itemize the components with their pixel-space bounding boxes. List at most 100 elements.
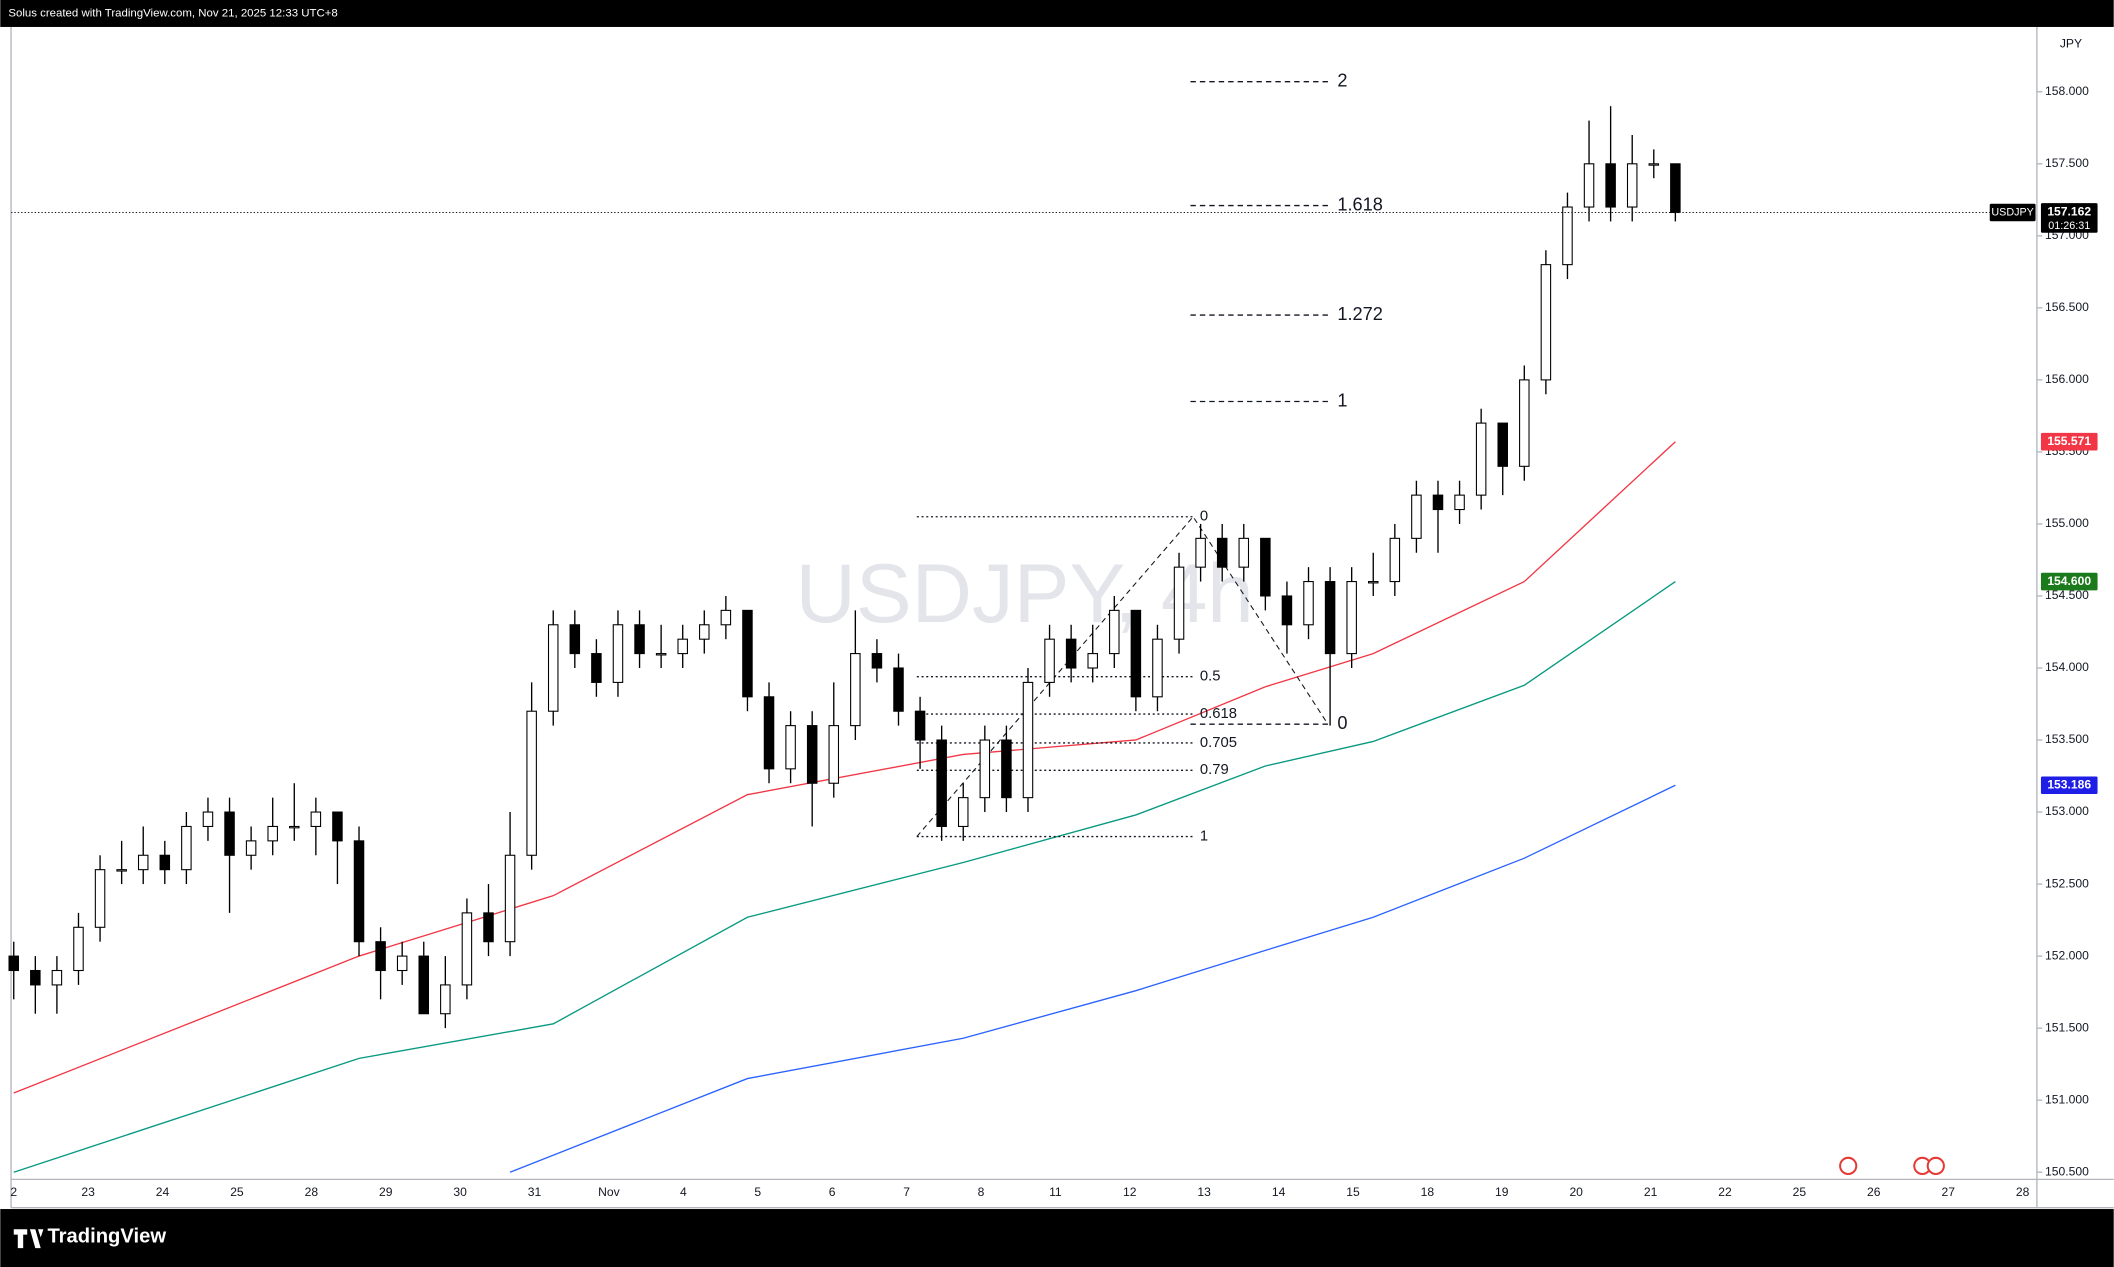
candle-body <box>634 624 645 655</box>
countdown-label: 01:26:31 <box>2048 220 2090 232</box>
candle-body <box>51 969 63 986</box>
candle-body <box>850 653 861 727</box>
ma-price-label: 153.186 <box>2047 777 2091 791</box>
candle-body <box>1238 537 1250 568</box>
candle-body <box>375 941 386 972</box>
candle-body <box>806 725 818 784</box>
x-tick-label: 24 <box>156 1185 170 1199</box>
moving-average-line <box>509 784 1676 1173</box>
x-tick-label: 25 <box>1793 1185 1807 1199</box>
candle-body <box>8 955 20 972</box>
x-tick-label: 6 <box>829 1185 836 1199</box>
candle-body <box>612 624 624 683</box>
candle-body <box>483 912 494 943</box>
candle-body <box>828 725 840 784</box>
y-tick-label: 151.000 <box>2045 1092 2089 1106</box>
candle-body <box>1001 739 1012 799</box>
x-tick-label: 28 <box>2016 1185 2030 1199</box>
candle-body <box>73 926 84 972</box>
candle-body <box>202 811 214 827</box>
x-tick-label: 30 <box>453 1185 467 1199</box>
top-bar <box>0 0 2114 27</box>
candle-body <box>1605 163 1616 208</box>
candle-body <box>353 840 365 943</box>
x-tick-label: 28 <box>305 1185 319 1199</box>
y-tick-label: 152.000 <box>2045 948 2089 962</box>
candle-body <box>1626 163 1638 208</box>
candle-body <box>893 667 904 712</box>
fib-retracement-label: 0 <box>1200 509 1208 525</box>
symbol-tag <box>1989 203 2036 222</box>
candle-body <box>763 696 775 770</box>
candle-body <box>785 725 796 770</box>
y-tick-label: 156.000 <box>2045 372 2089 386</box>
x-tick-label: 19 <box>1495 1185 1509 1199</box>
candle-body <box>267 825 278 842</box>
fib-trend-line <box>916 515 1329 837</box>
candle-body <box>655 653 667 656</box>
fib-extension-label: 2 <box>1337 71 1347 91</box>
candle-body <box>1648 163 1660 166</box>
candle-body <box>1540 264 1552 381</box>
y-tick-label: 154.500 <box>2045 588 2089 602</box>
y-tick-label: 150.500 <box>2045 1164 2089 1178</box>
candle-body <box>1087 653 1098 669</box>
ma-price-label: 154.600 <box>2047 574 2091 588</box>
x-tick-label: 20 <box>1569 1185 1583 1199</box>
candle-body <box>1670 163 1681 214</box>
candle-body <box>979 739 991 799</box>
y-tick-label: 155.000 <box>2045 516 2089 530</box>
candle-body <box>720 609 732 626</box>
fib-retracement-label: 1 <box>1200 828 1208 844</box>
candle-body <box>1044 638 1055 683</box>
candle-body <box>699 624 710 640</box>
y-tick-label: 151.500 <box>2045 1020 2089 1034</box>
x-tick-label: 2 <box>10 1185 17 1199</box>
candle-body <box>418 955 430 1015</box>
x-tick-label: 25 <box>230 1185 244 1199</box>
candle-body <box>742 609 753 698</box>
candle-body <box>1389 537 1401 583</box>
candle-body <box>1109 609 1120 655</box>
y-tick-label: 152.500 <box>2045 876 2089 890</box>
candle-body <box>871 653 883 669</box>
candle-body <box>1173 566 1185 640</box>
ma-price-tag <box>2040 572 2098 591</box>
candle-body <box>1411 494 1422 539</box>
y-tick-label: 158.000 <box>2045 84 2089 98</box>
watermark: USDJPY, 4h <box>796 546 1254 640</box>
last-price-tag <box>2040 203 2098 233</box>
brand-logo <box>13 1229 44 1249</box>
candle-body <box>30 969 41 986</box>
candle-body <box>310 811 322 827</box>
candle-body <box>526 710 537 856</box>
candle-body <box>677 638 688 655</box>
moving-average-line <box>13 441 1676 1094</box>
x-tick-label: 14 <box>1272 1185 1286 1199</box>
candle-body <box>1281 595 1293 626</box>
fib-extension-label: 0 <box>1337 713 1347 733</box>
event-icon[interactable] <box>1839 1156 1858 1176</box>
x-tick-label: 21 <box>1644 1185 1658 1199</box>
y-tick-label: 154.000 <box>2045 660 2089 674</box>
moving-average-line <box>13 581 1676 1173</box>
candle-body <box>461 912 473 986</box>
x-tick-label: 15 <box>1346 1185 1360 1199</box>
candle-body <box>957 797 969 827</box>
event-icon[interactable] <box>1926 1156 1945 1176</box>
x-tick-label: 4 <box>680 1185 687 1199</box>
symbol-tag-text: USDJPY <box>1991 206 2033 218</box>
currency-label: JPY <box>2060 37 2082 51</box>
candle-body <box>504 854 516 943</box>
x-tick-label: 23 <box>81 1185 95 1199</box>
x-tick-label: 26 <box>1867 1185 1881 1199</box>
candle-body <box>1562 206 1573 266</box>
candle-body <box>1022 681 1034 799</box>
fib-retracement-label: 0.705 <box>1200 735 1237 751</box>
y-tick-label: 153.000 <box>2045 804 2089 818</box>
x-tick-label: 12 <box>1123 1185 1137 1199</box>
y-tick-label: 156.500 <box>2045 300 2089 314</box>
fib-retracement-label: 0.5 <box>1200 669 1221 685</box>
